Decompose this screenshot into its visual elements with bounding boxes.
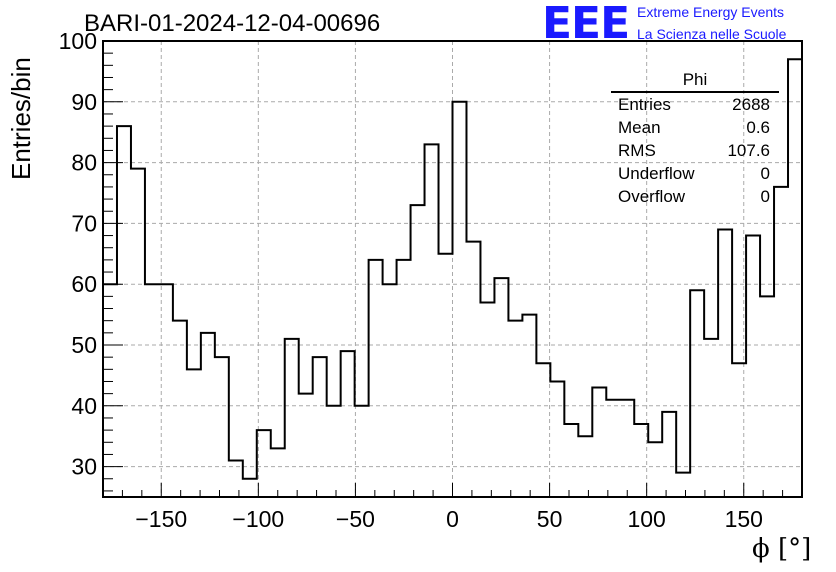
y-tick-label: 60 <box>71 271 97 297</box>
stats-row-mean: Mean 0.6 <box>611 116 779 139</box>
stats-row-entries: Entries 2688 <box>611 93 779 116</box>
histogram-bin <box>215 357 229 497</box>
stats-label: Mean <box>618 118 661 137</box>
histogram-bin <box>369 260 383 497</box>
y-tick-label: 100 <box>59 28 97 54</box>
histogram-bin <box>103 284 117 497</box>
histogram-bin <box>327 406 341 497</box>
histogram-bin <box>285 339 299 497</box>
histogram-bin <box>662 412 676 497</box>
x-tick-label: −100 <box>232 506 284 532</box>
histogram-bin <box>508 321 522 497</box>
stats-row-rms: RMS 107.6 <box>611 139 779 162</box>
tick-labels: −150 −100 −50 0 50 100 150 30 40 50 60 70 80 90 100 <box>59 28 763 532</box>
histogram-bin <box>788 59 802 497</box>
histogram-bin <box>397 260 411 497</box>
histogram-bin <box>201 333 215 497</box>
histogram-bin <box>774 187 788 497</box>
histogram-bin <box>606 400 620 497</box>
y-tick-label: 50 <box>71 332 97 358</box>
x-tick-label: −50 <box>336 506 375 532</box>
x-tick-label: 50 <box>537 506 563 532</box>
x-tick-label: −150 <box>135 506 187 532</box>
stats-label: RMS <box>618 141 656 160</box>
histogram-bin <box>620 400 634 497</box>
histogram-bin <box>341 351 355 497</box>
stats-label: Overflow <box>618 187 686 206</box>
y-tick-label: 40 <box>71 393 97 419</box>
histogram-bin <box>578 436 592 497</box>
histogram-bin <box>592 388 606 497</box>
histogram-bin <box>229 461 243 497</box>
histogram-bin <box>704 339 718 497</box>
histogram-bin <box>676 473 690 497</box>
histogram-bin <box>564 424 578 497</box>
histogram-line <box>102 58 803 497</box>
y-tick-label: 80 <box>71 150 97 176</box>
histogram-bin <box>299 394 313 497</box>
grid-lines <box>103 41 802 497</box>
histogram-bin <box>131 169 145 497</box>
eee-logo: EEE <box>542 0 630 49</box>
stats-value: 2688 <box>732 95 770 114</box>
histogram-bin <box>173 321 187 497</box>
stats-box: Phi Entries 2688 Mean 0.6 RMS 107.6 Unde… <box>611 70 779 208</box>
x-tick-label: 150 <box>725 506 763 532</box>
histogram-bin <box>550 381 564 497</box>
histogram-bin <box>466 242 480 497</box>
histogram-bin <box>187 369 201 497</box>
histogram-bin <box>732 363 746 497</box>
stats-value: 107.6 <box>727 141 770 160</box>
histogram-bin <box>313 357 327 497</box>
stats-title: Phi <box>611 70 779 93</box>
histogram-bin <box>159 284 173 497</box>
org-name-line1: Extreme Energy Events <box>637 4 785 20</box>
histogram-bin <box>690 290 704 497</box>
histogram-bin <box>648 442 662 497</box>
stats-row-overflow: Overflow 0 <box>611 185 779 208</box>
histogram-bin <box>536 363 550 497</box>
axis-ticks <box>103 40 784 497</box>
histogram-bin <box>117 126 131 497</box>
y-tick-label: 30 <box>71 454 97 480</box>
x-axis-label: ϕ [°] <box>752 534 812 564</box>
stats-value: 0.6 <box>746 118 770 137</box>
histogram-bin <box>355 406 369 497</box>
histogram-bin <box>383 284 397 497</box>
histogram-bin <box>718 229 732 497</box>
y-tick-label: 70 <box>71 210 97 236</box>
histogram-bin <box>425 144 439 497</box>
x-tick-label: 0 <box>446 506 459 532</box>
org-name-line2: La Scienza nelle Scuole <box>637 26 787 42</box>
stats-row-underflow: Underflow 0 <box>611 162 779 185</box>
y-tick-label: 90 <box>71 89 97 115</box>
histogram-bin <box>634 424 648 497</box>
chart-title: BARI-01-2024-12-04-00696 <box>84 10 381 37</box>
stats-label: Underflow <box>618 164 695 183</box>
x-tick-label: 100 <box>627 506 665 532</box>
histogram-bin <box>480 302 494 497</box>
y-axis-label: Entries/bin <box>6 57 36 180</box>
histogram-bin <box>243 479 257 497</box>
stats-value: 0 <box>760 164 770 183</box>
histogram-bin <box>411 205 425 497</box>
histogram-bin <box>271 448 285 497</box>
histogram-bin <box>494 278 508 497</box>
histogram-bin <box>522 315 536 497</box>
histogram-bin <box>760 296 774 497</box>
stats-value: 0 <box>760 187 770 206</box>
histogram-bin <box>145 284 159 497</box>
histogram-bin <box>453 102 467 497</box>
histogram-bin <box>746 236 760 497</box>
stats-label: Entries <box>618 95 671 114</box>
histogram-bin <box>439 254 453 497</box>
histogram-bin <box>257 430 271 497</box>
